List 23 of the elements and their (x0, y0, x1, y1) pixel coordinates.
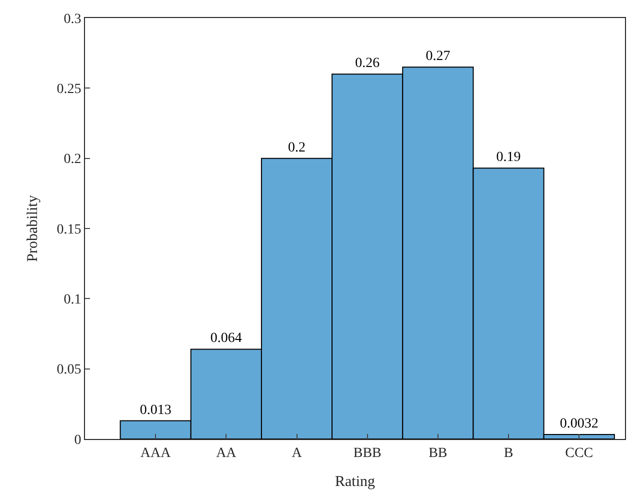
y-tick-label: 0.2 (64, 152, 82, 168)
x-tick-label: AA (216, 446, 238, 461)
x-tick-label: BBB (353, 446, 382, 461)
y-tick-label: 0.3 (64, 12, 82, 27)
y-tick-label: 0 (74, 432, 82, 448)
y-tick-label: 0.1 (64, 292, 82, 308)
x-tick-label: B (504, 446, 514, 461)
data-label: 0.27 (426, 49, 450, 64)
data-label: 0.2 (288, 140, 306, 156)
data-label: 0.013 (140, 402, 172, 418)
data-label: 0.19 (496, 150, 521, 166)
y-tick-label: 0.05 (56, 362, 82, 378)
x-tick-label: A (292, 446, 303, 461)
data-label: 0.26 (355, 56, 380, 72)
x-tick-label: BB (428, 446, 448, 461)
data-label: 0.0032 (560, 416, 598, 432)
data-label: 0.064 (210, 331, 242, 346)
y-axis-title: Probability (24, 194, 41, 262)
y-tick-label: 0.15 (56, 222, 82, 238)
x-tick-label: CCC (565, 446, 594, 461)
y-tick-label: 0.25 (56, 82, 82, 98)
x-tick-label: AAA (140, 446, 172, 461)
x-axis-title: Rating (335, 474, 376, 490)
